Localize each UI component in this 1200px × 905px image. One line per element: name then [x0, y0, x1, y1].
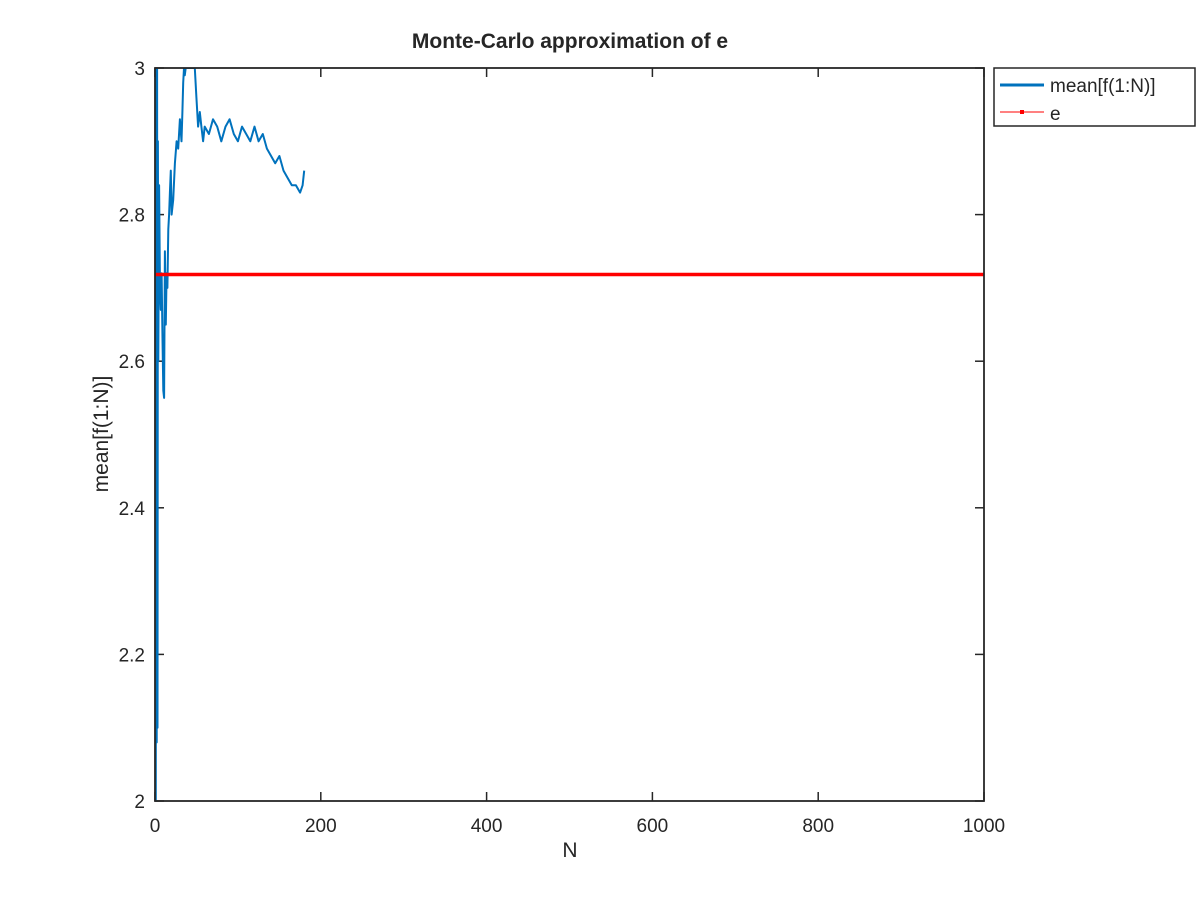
plot-lines — [155, 68, 984, 801]
x-tick-label: 1000 — [963, 816, 1005, 837]
chart-title: Monte-Carlo approximation of e — [412, 30, 728, 53]
legend-marker-e — [1020, 110, 1024, 114]
y-axis-label: mean[f(1:N)] — [90, 376, 113, 493]
y-tick-label: 2.6 — [119, 352, 145, 373]
plot-area — [155, 68, 984, 801]
y-tick-label: 3 — [134, 59, 145, 80]
x-tick-label: 0 — [150, 816, 161, 837]
x-axis-label: N — [562, 839, 577, 862]
x-tick-label: 600 — [637, 816, 669, 837]
tick-labels: 0 200 400 600 800 1000 2 2.2 2.4 2.6 2.8 3 — [119, 59, 1006, 837]
y-tick-label: 2.2 — [119, 645, 145, 666]
legend-label-e: e — [1050, 104, 1061, 125]
y-tick-label: 2.4 — [119, 499, 146, 520]
series-line-mean — [155, 68, 306, 801]
y-tick-label: 2 — [134, 792, 145, 813]
legend-box — [993, 67, 1196, 127]
x-tick-label: 200 — [305, 816, 337, 837]
legend-label-mean: mean[f(1:N)] — [1050, 76, 1156, 97]
x-tick-label: 400 — [471, 816, 503, 837]
y-tick-label: 2.8 — [119, 206, 145, 227]
x-tick-label: 800 — [802, 816, 834, 837]
axes-box — [154, 67, 985, 802]
legend: mean[f(1:N)] e — [993, 67, 1196, 127]
